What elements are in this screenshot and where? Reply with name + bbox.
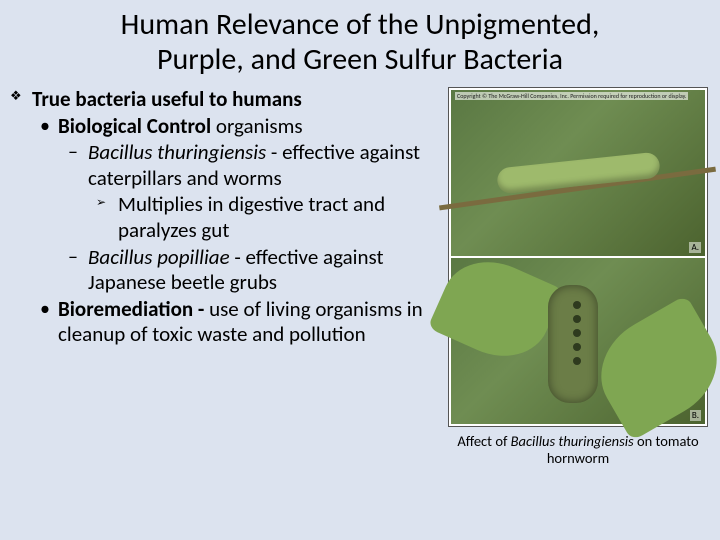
figure-panel-b: B. — [451, 258, 705, 424]
panel-label-b: B. — [690, 410, 701, 421]
panel-label-a: A. — [689, 242, 701, 253]
lvl2-biocontrol: Biological Control organisms Bacillus th… — [32, 114, 436, 296]
infection-spots — [558, 295, 596, 395]
title-line2: Purple, and Green Sulfur Bacteria — [157, 41, 563, 78]
caption-species: Bacillus thuringiensis — [511, 432, 634, 450]
copyright-text: Copyright © The McGraw-Hill Companies, I… — [455, 92, 688, 100]
lvl1-text: True bacteria useful to humans — [32, 86, 302, 112]
lvl4-bt-sub: Multiplies in digestive tract and paraly… — [88, 192, 436, 243]
text-column: True bacteria useful to humans Biologica… — [8, 87, 444, 468]
slide-title: Human Relevance of the Unpigmented, Purp… — [0, 0, 720, 83]
bp-name: Bacillus popilliae — [88, 244, 230, 270]
lvl1-item: True bacteria useful to humans Biologica… — [8, 87, 436, 348]
lvl3-bp: Bacillus popilliae - effective against J… — [58, 245, 436, 296]
content-area: True bacteria useful to humans Biologica… — [0, 83, 720, 468]
bt-sub-text: Multiplies in digestive tract and paraly… — [118, 191, 385, 243]
lvl2-biorem: Bioremediation - use of living organisms… — [32, 297, 436, 348]
lvl3-bt: Bacillus thuringiensis - effective again… — [58, 140, 436, 243]
bt-name: Bacillus thuringiensis — [88, 139, 266, 165]
biocontrol-bold: Biological Control — [58, 113, 211, 139]
leaf-shape — [427, 246, 564, 373]
image-column: Copyright © The McGraw-Hill Companies, I… — [444, 87, 712, 468]
bullet-list: True bacteria useful to humans Biologica… — [8, 87, 436, 348]
figure-caption: Affect of Bacillus thuringiensis on toma… — [444, 433, 712, 468]
title-line1: Human Relevance of the Unpigmented, — [121, 6, 600, 43]
caption-prefix: Affect of — [457, 432, 510, 450]
figure-panel-a: Copyright © The McGraw-Hill Companies, I… — [451, 90, 705, 256]
figure-frame: Copyright © The McGraw-Hill Companies, I… — [448, 87, 708, 427]
biorem-bold: Bioremediation - — [58, 296, 209, 322]
biocontrol-rest: organisms — [211, 113, 302, 139]
